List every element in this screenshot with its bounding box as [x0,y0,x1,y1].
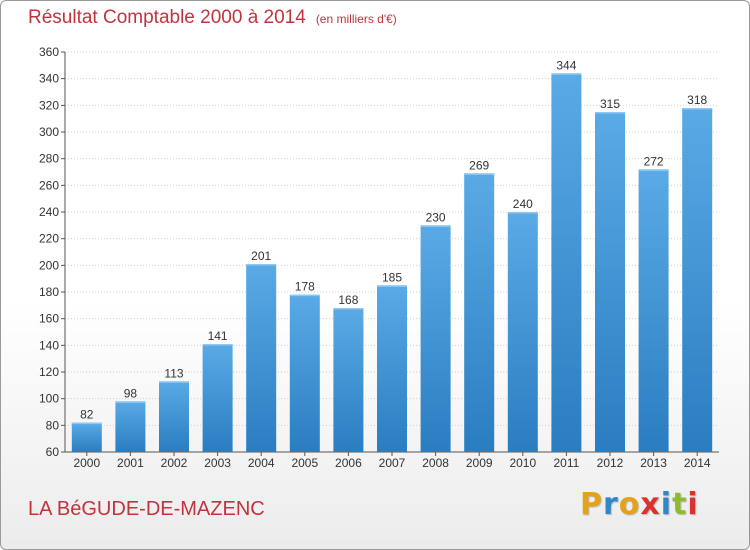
x-tick-label: 2013 [640,456,667,470]
x-tick-label: 2006 [335,456,362,470]
y-tick-label: 80 [46,418,60,432]
bar-highlight [507,212,538,214]
x-tick-label: 2007 [379,456,406,470]
logo-letter: x [640,487,661,522]
bar-2012 [595,112,625,452]
data-labels: 82 98 113 141 201 178 168 185 230 269 240 344 315 272… [80,58,707,421]
bar-2011 [551,73,582,452]
bar-highlight [420,225,451,227]
data-label-2001: 98 [124,386,138,400]
chart-subtitle: (en milliers d'€) [315,12,397,26]
y-tick-label: 220 [39,232,59,246]
x-tick-label: 2011 [553,456,579,470]
logo-letter: o [618,487,641,522]
y-tick-label: 200 [39,258,59,272]
y-tick-label: 360 [39,45,59,59]
bar-2014 [682,108,713,452]
data-label-2010: 240 [513,197,533,211]
x-tick-label: 2000 [73,456,100,470]
data-label-2014: 318 [687,93,707,107]
axes: 60 80 100 120 140 160 180 200 220 240 260 280 300 320… [39,45,719,470]
bar-highlight [333,308,364,310]
y-tick-label: 320 [39,98,59,112]
data-label-2008: 230 [426,210,446,224]
data-label-2000: 82 [80,408,94,422]
bar-2003 [202,344,233,452]
logo-letter: t [672,487,688,522]
data-label-2007: 185 [382,270,402,284]
bar-highlight [246,264,277,266]
data-label-2006: 168 [338,293,358,307]
x-tick-label: 2014 [684,456,711,470]
proxiti-logo: Proxiti [580,487,699,522]
y-tick-label: 120 [39,365,59,379]
bar-2005 [289,294,320,452]
x-tick-label: 2003 [204,456,231,470]
bar-2007 [377,285,407,452]
bar-highlight [71,422,102,425]
bar-highlight [551,73,582,75]
x-tick-label: 2008 [422,456,449,470]
data-label-2003: 141 [208,329,228,343]
bar-highlight [289,294,320,297]
bar-2002 [159,381,189,452]
logo-letter: i [660,487,673,522]
commune-name: LA BéGUDE-DE-MAZENC [28,498,265,520]
data-label-2009: 269 [469,158,489,172]
bar-highlight [377,285,407,287]
chart-title: Résultat Comptable 2000 à 2014 (en millie… [28,7,397,29]
x-tick-label: 2001 [117,456,144,470]
bar-2010 [507,212,538,452]
y-tick-label: 180 [39,285,59,299]
bar-2004 [246,264,277,452]
bar-2001 [115,401,146,452]
y-tick-label: 240 [39,205,59,219]
y-tick-label: 280 [39,152,59,166]
logo-letter: i [687,487,699,522]
bar-highlight [115,401,146,403]
logo-letter: r [603,487,619,522]
y-tick-label: 160 [39,312,59,326]
y-tick-label: 140 [39,338,59,352]
bar-highlight [159,381,189,383]
bar-highlight [682,108,713,110]
bar-2013 [638,169,669,453]
bar-2000 [71,422,102,452]
data-label-2013: 272 [644,154,664,168]
data-label-2005: 178 [295,280,315,294]
y-tick-label: 100 [39,392,59,406]
data-label-2004: 201 [251,249,271,263]
bar-2008 [420,225,451,452]
x-tick-label: 2002 [161,456,188,470]
x-tick-label: 2009 [466,456,493,470]
bar-highlight [202,344,233,346]
bar-2006 [333,308,364,452]
bars [71,73,713,453]
bar-highlight [638,169,669,171]
bar-highlight [464,173,495,175]
x-tick-label: 2004 [248,456,275,470]
bar-2009 [464,173,495,453]
x-tick-label: 2012 [597,456,624,470]
y-tick-label: 300 [39,125,59,139]
y-tick-label: 340 [39,72,59,86]
data-label-2002: 113 [164,366,183,380]
x-tick-label: 2010 [509,456,536,470]
data-label-2011: 344 [556,58,576,72]
chart-title-text: Résultat Comptable 2000 à 2014 [28,7,306,28]
logo-letter: P [580,487,603,522]
x-tick-label: 2005 [291,456,318,470]
y-tick-label: 260 [39,178,59,192]
data-label-2012: 315 [600,97,620,111]
y-tick-label: 60 [46,445,60,459]
bar-highlight [595,112,625,114]
